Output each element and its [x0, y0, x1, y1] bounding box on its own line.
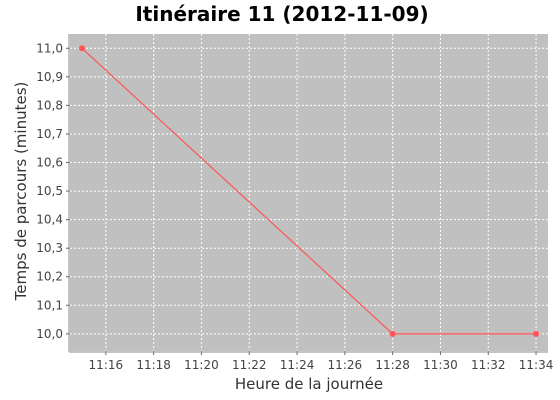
- y-tick-label: 10,8: [36, 98, 63, 112]
- data-point: [78, 45, 85, 52]
- series-layer: [78, 45, 540, 337]
- data-point: [389, 330, 396, 337]
- x-tick-label: 11:34: [519, 358, 554, 372]
- x-tick-label: 11:16: [89, 358, 124, 372]
- x-tick-label: 11:26: [328, 358, 363, 372]
- y-tick-label: 10,5: [36, 184, 63, 198]
- x-tick-label: 11:30: [423, 358, 458, 372]
- x-tick-label: 11:32: [471, 358, 506, 372]
- x-tick-label: 11:24: [280, 358, 315, 372]
- y-tick-label: 10,2: [36, 270, 63, 284]
- x-tick-label: 11:22: [232, 358, 267, 372]
- y-axis-label: Temps de parcours (minutes): [12, 82, 30, 302]
- chart-title: Itinéraire 11 (2012-11-09): [135, 2, 428, 26]
- y-tick-label: 10,0: [36, 327, 63, 341]
- plot-area: [70, 34, 548, 351]
- y-tick-label: 10,3: [36, 241, 63, 255]
- y-tick-label: 10,1: [36, 298, 63, 312]
- axes: 10,0 10,1 10,2 10,3 10,4 10,5 10,6 10,7 10,8 10,9…: [36, 34, 553, 372]
- x-tick-label: 11:28: [375, 358, 410, 372]
- y-tick-label: 10,7: [36, 127, 63, 141]
- y-tick-label: 10,9: [36, 70, 63, 84]
- y-tick-label: 10,6: [36, 156, 63, 170]
- x-axis-label: Heure de la journée: [235, 375, 383, 393]
- y-tick-label: 11,0: [36, 41, 63, 55]
- grid: [70, 34, 548, 351]
- y-tick-label: 10,4: [36, 213, 63, 227]
- data-point: [533, 330, 540, 337]
- x-tick-label: 11:18: [136, 358, 171, 372]
- x-tick-label: 11:20: [184, 358, 219, 372]
